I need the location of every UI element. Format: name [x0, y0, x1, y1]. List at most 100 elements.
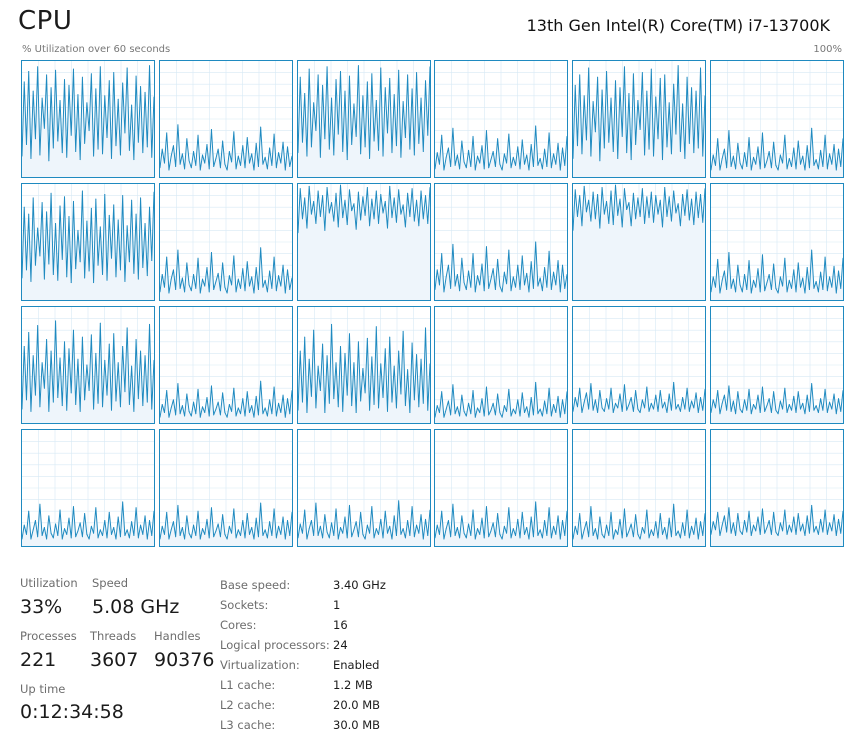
- logical-processor-graph[interactable]: [709, 183, 844, 301]
- utilization-point: [668, 517, 670, 519]
- utilization-point: [310, 520, 312, 521]
- utilization-point: [282, 264, 284, 266]
- utilization-point: [437, 524, 439, 526]
- utilization-point: [106, 279, 108, 281]
- utilization-point: [137, 398, 139, 400]
- utilization-point: [502, 538, 503, 540]
- utilization-point: [46, 538, 48, 540]
- utilization-point: [820, 149, 822, 151]
- utilization-point: [604, 147, 605, 149]
- utilization-point: [260, 247, 261, 249]
- utilization-line: [573, 184, 706, 231]
- utilization-point: [353, 529, 354, 531]
- utilization-point: [124, 535, 126, 537]
- logical-processor-graph[interactable]: [434, 429, 569, 547]
- utilization-point: [782, 162, 784, 164]
- utilization-point: [829, 522, 831, 524]
- utilization-point: [811, 504, 813, 506]
- logical-processor-graph[interactable]: [572, 306, 707, 424]
- utilization-point: [113, 72, 115, 74]
- logical-processor-graph[interactable]: [21, 60, 155, 178]
- logical-processor-graph[interactable]: [21, 429, 155, 547]
- logical-processor-graph-grid[interactable]: [21, 60, 844, 548]
- utilization-point: [286, 398, 288, 400]
- utilization-point: [637, 197, 639, 199]
- utilization-point: [680, 225, 682, 227]
- utilization-point: [303, 93, 305, 94]
- utilization-point: [595, 218, 597, 220]
- logical-processor-graph[interactable]: [709, 306, 844, 424]
- logical-processor-graph[interactable]: [434, 60, 569, 178]
- utilization-point: [757, 146, 759, 148]
- utilization-point: [201, 154, 203, 156]
- utilization-point: [142, 152, 144, 154]
- utilization-point: [384, 510, 386, 512]
- utilization-point: [615, 80, 617, 82]
- utilization-point: [206, 267, 208, 268]
- utilization-point: [70, 392, 72, 394]
- utilization-point: [344, 90, 346, 92]
- utilization-point: [730, 532, 732, 534]
- utilization-point: [81, 336, 83, 338]
- utilization-point: [119, 406, 121, 408]
- utilization-point: [406, 192, 408, 194]
- logical-processor-graph[interactable]: [296, 306, 431, 424]
- utilization-point: [181, 526, 183, 528]
- utilization-point: [37, 536, 39, 538]
- utilization-point: [384, 348, 386, 350]
- utilization-point: [244, 167, 246, 169]
- logical-processor-graph[interactable]: [21, 306, 155, 424]
- utilization-point: [186, 393, 188, 395]
- utilization-point: [382, 397, 384, 398]
- utilization-point: [653, 535, 655, 537]
- utilization-point: [757, 394, 759, 396]
- utilization-point: [558, 515, 559, 517]
- utilization-point: [30, 410, 32, 412]
- logical-processor-graph[interactable]: [709, 60, 844, 178]
- utilization-point: [183, 291, 185, 293]
- logical-processor-graph[interactable]: [158, 183, 293, 301]
- utilization-point: [384, 87, 386, 89]
- utilization-line: [22, 65, 154, 162]
- logical-processor-graph[interactable]: [158, 60, 293, 178]
- utilization-point: [144, 91, 146, 93]
- utilization-point: [219, 536, 221, 538]
- utilization-point: [117, 362, 119, 364]
- utilization-point: [409, 412, 410, 414]
- logical-processor-graph[interactable]: [158, 306, 293, 424]
- utilization-point: [379, 193, 381, 195]
- logical-processor-graph[interactable]: [296, 429, 431, 547]
- utilization-point: [50, 350, 52, 352]
- logical-processor-graph[interactable]: [572, 183, 707, 301]
- utilization-point: [353, 203, 354, 205]
- utilization-point: [671, 153, 673, 155]
- logical-processor-graph[interactable]: [434, 306, 569, 424]
- utilization-point: [90, 73, 92, 75]
- logical-processor-graph[interactable]: [434, 183, 569, 301]
- utilization-point: [504, 525, 506, 527]
- utilization-point: [99, 322, 101, 324]
- utilization-point: [684, 535, 686, 537]
- utilization-point: [800, 530, 801, 532]
- utilization-point: [179, 413, 181, 415]
- utilization-point: [395, 407, 397, 409]
- utilization-point: [128, 261, 130, 263]
- logical-processor-graph[interactable]: [709, 429, 844, 547]
- utilization-point: [260, 502, 261, 504]
- chart-gridlines: [159, 184, 292, 300]
- utilization-point: [379, 363, 381, 365]
- logical-processor-graph[interactable]: [296, 183, 431, 301]
- utilization-point: [583, 529, 585, 531]
- utilization-point: [217, 148, 219, 150]
- logical-processor-graph[interactable]: [572, 429, 707, 547]
- utilization-point: [426, 222, 428, 224]
- utilization-point: [581, 538, 583, 540]
- logical-processor-graph[interactable]: [158, 429, 293, 547]
- utilization-point: [289, 289, 291, 291]
- logical-processor-graph[interactable]: [21, 183, 155, 301]
- utilization-point: [37, 66, 39, 68]
- utilization-point: [168, 416, 170, 418]
- logical-processor-graph[interactable]: [572, 60, 707, 178]
- utilization-point: [248, 285, 250, 287]
- logical-processor-graph[interactable]: [296, 60, 431, 178]
